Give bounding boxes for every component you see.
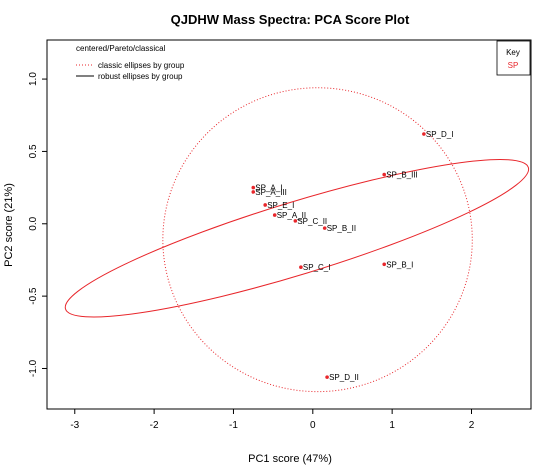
- point-label: SP_A_I: [255, 184, 282, 193]
- y-axis: -1.0 -0.5 0.0 0.5 1.0: [28, 72, 47, 377]
- data-point: [422, 132, 426, 136]
- point-label: SP_D_I: [426, 130, 454, 139]
- data-point: [272, 213, 277, 217]
- data-point: [251, 185, 256, 190]
- data-point: [299, 265, 303, 269]
- point-label: SP_C_II: [297, 217, 327, 226]
- point-label: SP_A_II: [277, 211, 306, 220]
- points-layer: SP_D_I SP_B_III SP_A_ISP_A_III SP_E_ISP_A_I…: [251, 130, 453, 382]
- data-point: [293, 219, 298, 223]
- y-tick-label: 1.0: [28, 72, 39, 86]
- legend-entry-classic: classic ellipses by group: [98, 61, 185, 70]
- method-legend: centered/Pareto/classical classic ellips…: [76, 44, 185, 81]
- point-label: SP_B_I: [386, 260, 413, 269]
- key-legend-box: [496, 40, 531, 76]
- key-legend-entry-sp: SP: [508, 61, 519, 70]
- x-tick-label: -2: [150, 420, 159, 431]
- data-point: [325, 375, 329, 379]
- point-label: SP_D_II: [329, 373, 359, 382]
- chart-title: QJDHW Mass Spectra: PCA Score Plot: [171, 12, 410, 27]
- x-tick-label: 0: [310, 420, 316, 431]
- data-point: [382, 172, 387, 177]
- x-tick-label: -1: [229, 420, 238, 431]
- y-tick-label: 0.0: [28, 216, 39, 230]
- y-tick-label: -0.5: [28, 287, 39, 305]
- legend-entry-robust: robust ellipses by group: [98, 72, 183, 81]
- x-tick-label: 2: [469, 420, 475, 431]
- ellipse-layer: [64, 87, 530, 393]
- point-label: SP_A_III: [255, 188, 287, 197]
- point-label: SP_C_I: [303, 263, 331, 272]
- method-legend-title: centered/Pareto/classical: [76, 44, 166, 53]
- point-label: SP_B_III: [386, 171, 418, 180]
- data-point: [263, 203, 267, 207]
- data-point: [322, 226, 327, 230]
- x-axis: -3 -2 -1 0 1 2: [70, 409, 475, 431]
- data-point: [251, 190, 256, 194]
- plot-frame: [46, 39, 532, 410]
- y-tick-label: 0.5: [28, 144, 39, 158]
- x-tick-label: 1: [389, 420, 395, 431]
- key-legend: Key SP: [496, 40, 531, 76]
- key-legend-title: Key: [506, 48, 520, 57]
- point-label: SP_E_I: [267, 201, 294, 210]
- y-tick-label: -1.0: [28, 359, 39, 377]
- point-label: SP_B_II: [327, 224, 356, 233]
- y-axis-label: PC2 score (21%): [3, 183, 15, 267]
- x-axis-label: PC1 score (47%): [248, 453, 332, 465]
- robust-ellipse: [64, 158, 530, 318]
- x-tick-label: -3: [70, 420, 79, 431]
- data-point: [382, 262, 387, 267]
- classic-ellipse: [162, 87, 473, 393]
